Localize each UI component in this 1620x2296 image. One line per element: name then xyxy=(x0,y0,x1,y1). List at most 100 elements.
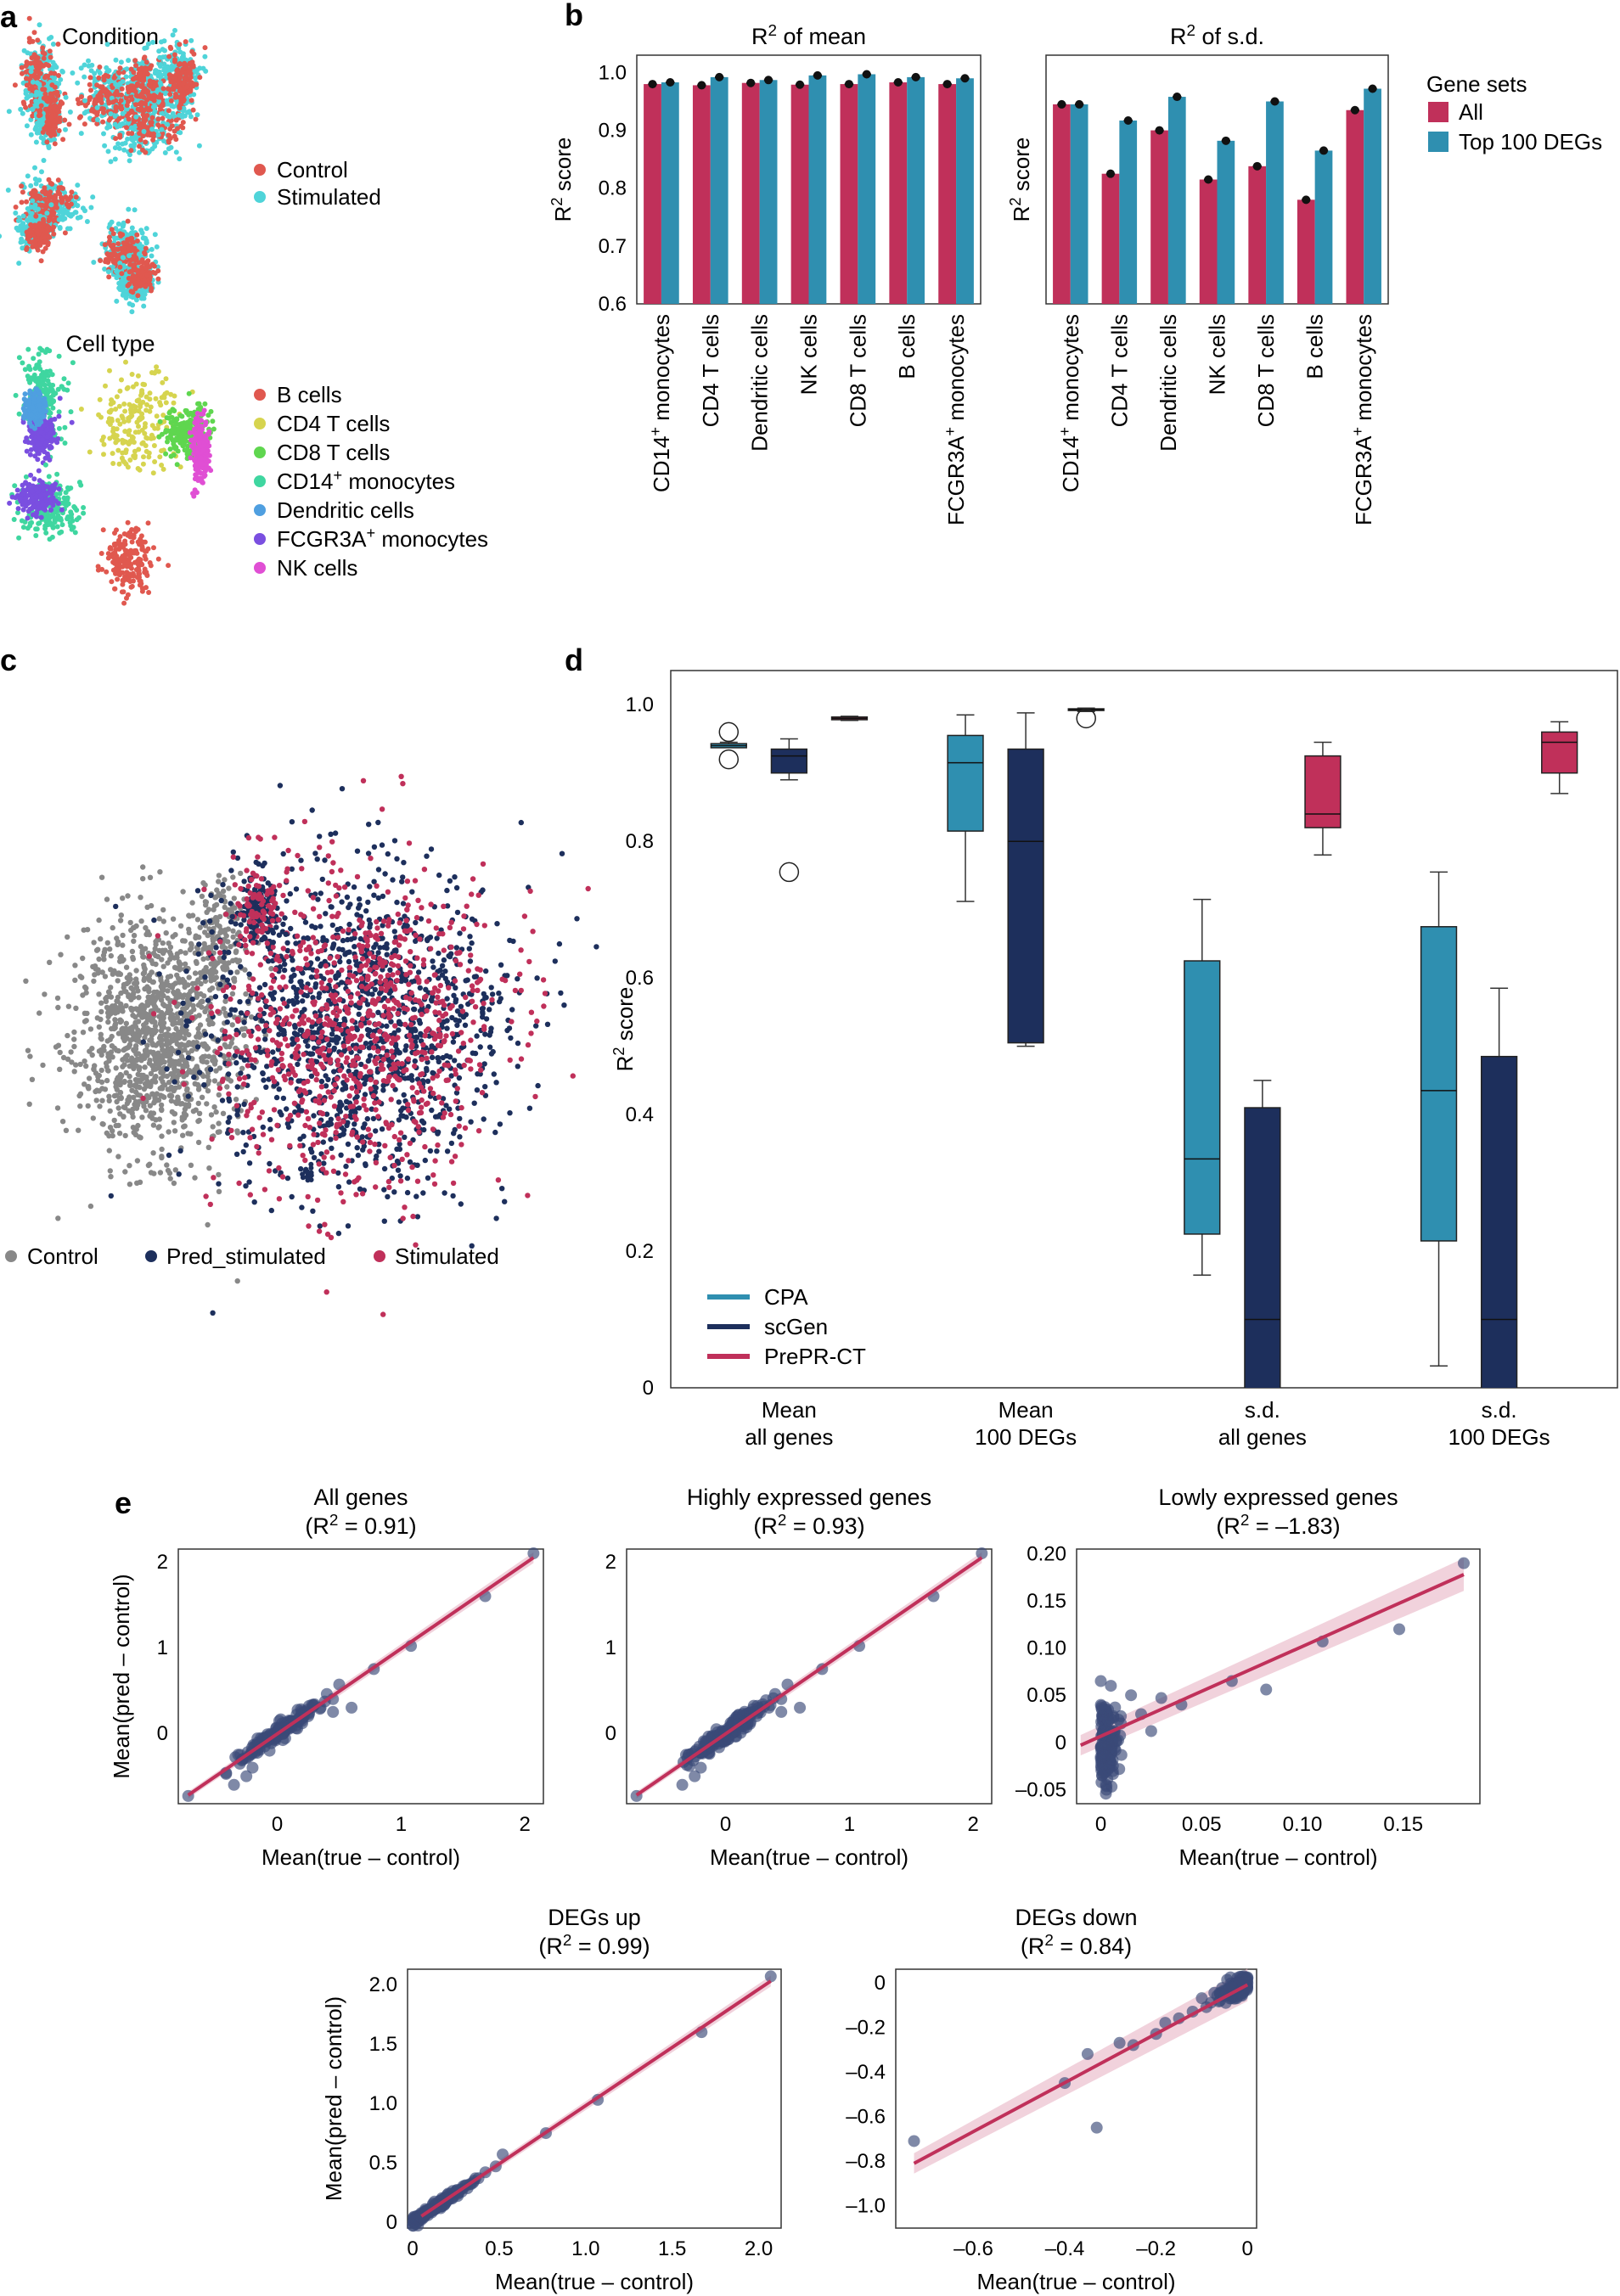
umap-dot-celltype xyxy=(110,425,116,431)
umap-dot-control xyxy=(188,88,194,94)
umap-dot-control xyxy=(19,199,25,205)
umap-dot-celltype xyxy=(151,443,157,448)
bar-point xyxy=(1155,126,1164,135)
umap-dot-control xyxy=(40,189,46,194)
umap-dot-celltype xyxy=(136,397,142,403)
umap-dot-celltype xyxy=(54,471,60,477)
umap-dot-stimulated xyxy=(130,229,136,235)
umap-dot-control xyxy=(99,106,105,111)
umap-dot-control xyxy=(177,105,183,111)
umap-dot-control xyxy=(13,205,19,210)
umap-dot-celltype xyxy=(204,465,210,471)
umap-dot-celltype xyxy=(129,372,135,377)
panel-a: Condition Control Stimulated Cell type B… xyxy=(0,15,488,606)
bar-point xyxy=(1252,161,1262,171)
bar-point xyxy=(1057,99,1066,109)
umap-dot-stimulated xyxy=(38,135,44,141)
umap-dot-celltype xyxy=(34,386,40,392)
umap-dot-stimulated xyxy=(177,156,183,162)
x-tick-label-main: CD8 T cells xyxy=(845,314,870,427)
umap-dot-stimulated xyxy=(37,99,42,104)
umap-dot-control xyxy=(102,242,108,248)
umap-dot-control xyxy=(33,57,39,63)
x-tick-label-sup: + xyxy=(647,427,664,436)
umap-dot-celltype xyxy=(49,372,55,378)
umap-dot-stimulated xyxy=(75,80,81,86)
umap-dot-celltype xyxy=(98,551,104,556)
umap-dot-celltype xyxy=(14,487,20,493)
umap-dot-control xyxy=(143,139,149,145)
umap-dot-control xyxy=(52,103,58,109)
umap-dot-control xyxy=(167,92,173,98)
umap-dot-stimulated xyxy=(141,303,147,309)
umap-dot-control xyxy=(108,243,114,249)
umap-dot-control xyxy=(51,217,57,223)
umap-dot-celltype xyxy=(57,396,63,401)
bar xyxy=(1053,104,1071,304)
umap-dot-celltype xyxy=(128,405,134,411)
umap-dot-control xyxy=(46,63,52,69)
umap-dot-control xyxy=(166,53,172,59)
x-tick-label: CD4 T cells xyxy=(698,314,723,427)
bar xyxy=(710,76,728,305)
umap-dot-control xyxy=(76,101,82,106)
umap-dot-control xyxy=(146,107,151,113)
legend-label-sup: + xyxy=(366,525,375,542)
umap-dot-control xyxy=(37,240,43,246)
umap-dot-stimulated xyxy=(132,207,138,213)
umap-dot-celltype xyxy=(165,439,170,445)
x-tick-label: CD14+ monocytes xyxy=(647,314,674,492)
umap-dot-control xyxy=(60,186,65,191)
umap-dot-control xyxy=(26,15,32,21)
umap-dot-control xyxy=(138,280,143,286)
x-tick-label: CD8 T cells xyxy=(845,314,870,427)
bar xyxy=(956,78,974,305)
umap-dot-control xyxy=(30,113,36,119)
condition-umap xyxy=(0,15,209,315)
umap-dot-celltype xyxy=(28,412,34,418)
umap-dot-celltype xyxy=(147,408,153,414)
umap-dot-celltype xyxy=(121,589,127,595)
umap-dot-stimulated xyxy=(20,213,26,219)
legend-marker-celltype xyxy=(254,446,266,458)
panel-label-e: e xyxy=(115,1485,132,1520)
umap-dot-stimulated xyxy=(149,253,155,259)
umap-dot-celltype xyxy=(172,408,177,413)
umap-dot-stimulated xyxy=(34,130,40,136)
umap-dot-control xyxy=(176,80,182,86)
umap-dot-stimulated xyxy=(129,225,135,231)
umap-dot-celltype xyxy=(65,501,71,507)
umap-dot-stimulated xyxy=(127,300,132,306)
umap-dot-stimulated xyxy=(129,309,135,315)
umap-dot-celltype xyxy=(109,416,115,422)
umap-dot-control xyxy=(24,76,29,81)
umap-dot-control xyxy=(55,42,61,47)
x-tick-label: CD14+ monocytes xyxy=(1056,314,1083,492)
umap-dot-celltype xyxy=(107,435,113,441)
legend-label-celltype: NK cells xyxy=(277,555,357,581)
umap-dot-stimulated xyxy=(75,203,81,209)
umap-dot-stimulated xyxy=(160,54,166,60)
umap-dot-stimulated xyxy=(164,98,170,104)
umap-dot-celltype xyxy=(81,505,87,510)
umap-dot-control xyxy=(98,258,104,263)
umap-dot-control xyxy=(189,59,195,65)
umap-dot-celltype xyxy=(177,413,183,418)
umap-dot-control xyxy=(125,218,131,224)
umap-dot-celltype xyxy=(59,517,64,523)
umap-dot-celltype xyxy=(56,353,62,359)
umap-dot-stimulated xyxy=(90,194,96,200)
umap-dot-stimulated xyxy=(154,244,160,250)
y-axis-label: R2 score xyxy=(1007,138,1034,222)
umap-dot-celltype xyxy=(15,506,21,512)
y-axis-label-main: R xyxy=(1009,206,1034,222)
umap-dot-control xyxy=(20,70,25,76)
umap-dot-control xyxy=(124,125,129,131)
umap-dot-celltype xyxy=(65,380,71,386)
umap-dot-control xyxy=(73,194,79,200)
umap-dot-celltype xyxy=(193,463,199,469)
umap-dot-celltype xyxy=(116,403,122,409)
umap-dot-control xyxy=(168,46,174,52)
umap-dot-stimulated xyxy=(91,260,97,265)
